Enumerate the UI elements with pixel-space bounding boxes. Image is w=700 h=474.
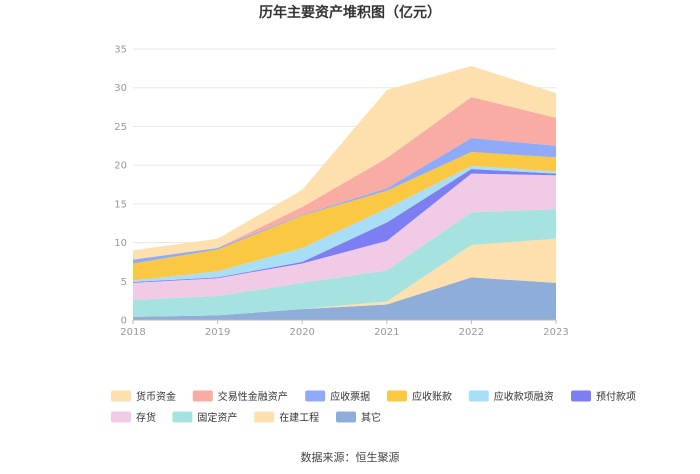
y-tick-label: 35 — [114, 45, 127, 56]
legend-swatch — [468, 390, 489, 402]
legend-swatch — [336, 411, 356, 423]
x-tick-label: 2020 — [289, 327, 314, 338]
legend-item: 交易性金融资产 — [192, 390, 288, 403]
legend-label: 应收票据 — [330, 390, 370, 403]
x-tick-label: 2018 — [120, 327, 145, 338]
x-tick-label: 2022 — [459, 327, 484, 338]
y-tick-label: 0 — [121, 316, 127, 327]
x-tick-label: 2023 — [543, 327, 568, 338]
legend-item: 预付款项 — [571, 390, 636, 403]
area-series-1 — [133, 238, 556, 317]
legend-item: 货币资金 — [111, 390, 176, 403]
legend-label: 应收款项融资 — [494, 390, 554, 403]
y-tick-label: 30 — [114, 83, 127, 94]
chart-title: 历年主要资产堆积图（亿元） — [259, 4, 441, 21]
y-tick-label: 15 — [114, 199, 127, 210]
legend-swatch — [192, 390, 213, 402]
legend-item: 固定资产 — [172, 411, 237, 424]
series-areas — [133, 66, 556, 320]
area-series-2 — [133, 209, 556, 317]
legend-label: 存货 — [136, 411, 156, 424]
legend-label: 在建工程 — [279, 411, 319, 424]
x-tick-label: 2019 — [205, 327, 230, 338]
legend-item: 存货 — [111, 411, 156, 424]
y-tick-label: 10 — [114, 238, 127, 249]
area-series-7 — [133, 138, 556, 264]
source-note: 数据来源：恒生聚源 — [301, 450, 400, 464]
area-series-0 — [133, 277, 556, 320]
legend-label: 预付款项 — [596, 390, 636, 403]
area-series-9 — [133, 66, 556, 260]
y-tick-label: 20 — [114, 161, 127, 172]
legend-label: 交易性金融资产 — [218, 390, 288, 403]
legend-label: 固定资产 — [197, 411, 237, 424]
area-series-8 — [133, 97, 556, 260]
legend-swatch — [172, 411, 193, 423]
legend-item: 其它 — [336, 411, 381, 424]
area-series-3 — [133, 173, 556, 300]
legend-label: 应收账款 — [412, 390, 452, 403]
legend-label: 其它 — [361, 411, 381, 424]
legend-swatch — [387, 390, 407, 402]
area-series-6 — [133, 151, 556, 281]
axes: 0 5 10 15 20 25 30 35 2018 2019 2020 2021 2022 2023 — [114, 45, 568, 339]
legend-swatch — [254, 411, 275, 423]
y-tick-label: 5 — [121, 277, 127, 288]
legend-item: 在建工程 — [254, 411, 319, 424]
y-tick-label: 25 — [114, 122, 127, 133]
legend-label: 货币资金 — [136, 390, 176, 403]
legend-swatch — [111, 390, 131, 402]
legend-swatch — [305, 390, 326, 402]
legend-swatch — [571, 390, 591, 402]
legend-item: 应收票据 — [305, 390, 370, 403]
legend-item: 应收账款 — [387, 390, 452, 403]
legend-item: 应收款项融资 — [468, 390, 554, 403]
legend-swatch — [111, 411, 131, 423]
x-tick-label: 2021 — [374, 327, 399, 338]
